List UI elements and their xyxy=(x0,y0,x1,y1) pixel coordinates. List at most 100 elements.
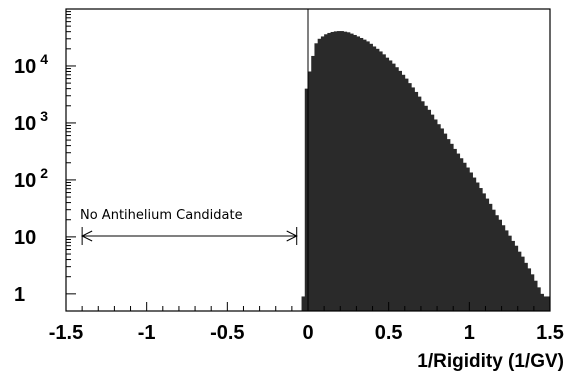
histogram-bar xyxy=(475,182,480,311)
histogram-bar xyxy=(375,48,380,311)
x-tick-label: 0.5 xyxy=(375,322,403,344)
y-tick-label: 10 4 xyxy=(14,51,48,78)
histogram-bar xyxy=(427,109,432,311)
histogram-bar xyxy=(337,31,341,312)
histogram-bar xyxy=(459,158,464,311)
x-tick-labels: -1.5 -1 -0.5 0 0.5 1 1.5 xyxy=(49,322,564,344)
y-tick-base: 1 xyxy=(14,284,25,306)
histogram-bar xyxy=(340,31,344,312)
histogram-bar xyxy=(366,41,370,312)
histogram-bar xyxy=(398,70,402,311)
axis-ticks xyxy=(65,11,551,311)
histogram-bar xyxy=(543,296,548,311)
histogram-bar xyxy=(446,139,451,311)
histogram-bar xyxy=(391,63,396,311)
histogram-bar xyxy=(491,209,496,311)
histogram-bar xyxy=(424,105,428,311)
histogram-bar xyxy=(524,262,528,311)
histogram-bar xyxy=(327,32,331,311)
y-tick-label: 10 2 xyxy=(14,165,48,192)
histogram-bar xyxy=(511,240,515,311)
y-tick-label: 10 3 xyxy=(14,108,48,135)
histogram-bar xyxy=(449,143,454,311)
y-tick-exponent: 3 xyxy=(40,108,48,124)
histogram-bar xyxy=(479,188,483,311)
histogram-bar xyxy=(304,88,309,311)
histogram-bar xyxy=(411,87,415,312)
histogram-bar xyxy=(498,219,502,311)
histogram-bar xyxy=(408,83,412,312)
histogram-bar xyxy=(404,78,409,311)
histogram-bar xyxy=(353,34,357,311)
histogram-bar xyxy=(537,287,541,311)
histogram-bar xyxy=(414,91,419,311)
x-tick-label: -1 xyxy=(138,322,156,344)
histogram-bar xyxy=(359,37,364,311)
histogram-bar xyxy=(385,57,390,312)
histogram-bar xyxy=(469,172,473,311)
histogram-bar xyxy=(346,32,351,312)
histogram-bar xyxy=(401,74,406,311)
x-tick-label: 1.5 xyxy=(536,322,564,344)
histogram-bar xyxy=(482,193,486,311)
histogram-bar xyxy=(514,245,519,311)
y-tick-base: 10 xyxy=(14,56,36,78)
histogram-bar xyxy=(324,34,328,311)
histogram-bar xyxy=(420,101,425,311)
x-tick-label: 0 xyxy=(302,322,313,344)
histogram-bar xyxy=(433,119,438,311)
histogram-bar xyxy=(430,114,435,312)
y-tick-base: 10 xyxy=(14,227,36,249)
x-axis-title: 1/Rigidity (1/GV) xyxy=(417,351,564,372)
y-tick-exponent: 4 xyxy=(40,51,48,67)
histogram-bar xyxy=(533,280,538,311)
histogram-bar xyxy=(308,71,312,312)
histogram-bar xyxy=(301,296,306,311)
histogram-bar xyxy=(333,31,338,312)
histogram-bar xyxy=(349,33,354,311)
histogram-bar xyxy=(362,39,367,311)
histogram-bar xyxy=(378,51,383,312)
histogram-bar xyxy=(388,60,393,312)
histogram-bar xyxy=(395,67,399,312)
histogram-bar xyxy=(466,167,470,311)
histogram-bar xyxy=(530,274,535,311)
histogram-bar xyxy=(488,203,493,311)
annotation-group: No Antihelium Candidate xyxy=(80,208,298,245)
y-tick-label: 10 xyxy=(14,227,36,249)
histogram-bar xyxy=(540,293,544,311)
histogram-bar xyxy=(417,96,422,311)
histogram-bar xyxy=(440,128,444,311)
histogram-bar xyxy=(372,46,377,312)
histogram-bar xyxy=(517,251,522,311)
x-tick-label: 1 xyxy=(464,322,475,344)
histogram-bar xyxy=(527,268,532,311)
histogram-bar xyxy=(356,36,361,312)
histogram-bar xyxy=(546,296,551,311)
histogram-bar xyxy=(443,133,448,311)
histogram-bar xyxy=(520,256,525,311)
x-tick-label: -0.5 xyxy=(210,322,244,344)
histogram-bar xyxy=(314,43,319,312)
histogram-bar xyxy=(495,215,499,311)
histogram-bar xyxy=(485,198,490,311)
histogram-bar xyxy=(317,38,322,311)
histogram-bar xyxy=(456,153,461,311)
x-tick-label: -1.5 xyxy=(49,322,83,344)
histogram-bar xyxy=(501,225,506,311)
y-tick-label: 1 xyxy=(14,284,25,306)
annotation-text: No Antihelium Candidate xyxy=(80,208,243,223)
histogram-bar xyxy=(504,230,509,311)
histogram-bar xyxy=(311,55,315,311)
histogram-bar xyxy=(508,235,512,311)
histogram-bar xyxy=(382,54,386,312)
histogram-bar xyxy=(472,177,477,311)
y-tick-exponent: 2 xyxy=(40,165,48,181)
histogram-bar xyxy=(462,162,467,311)
y-tick-base: 10 xyxy=(14,170,36,192)
histogram-bar xyxy=(369,43,373,312)
y-tick-base: 10 xyxy=(14,113,36,135)
histogram-bars xyxy=(301,31,551,312)
